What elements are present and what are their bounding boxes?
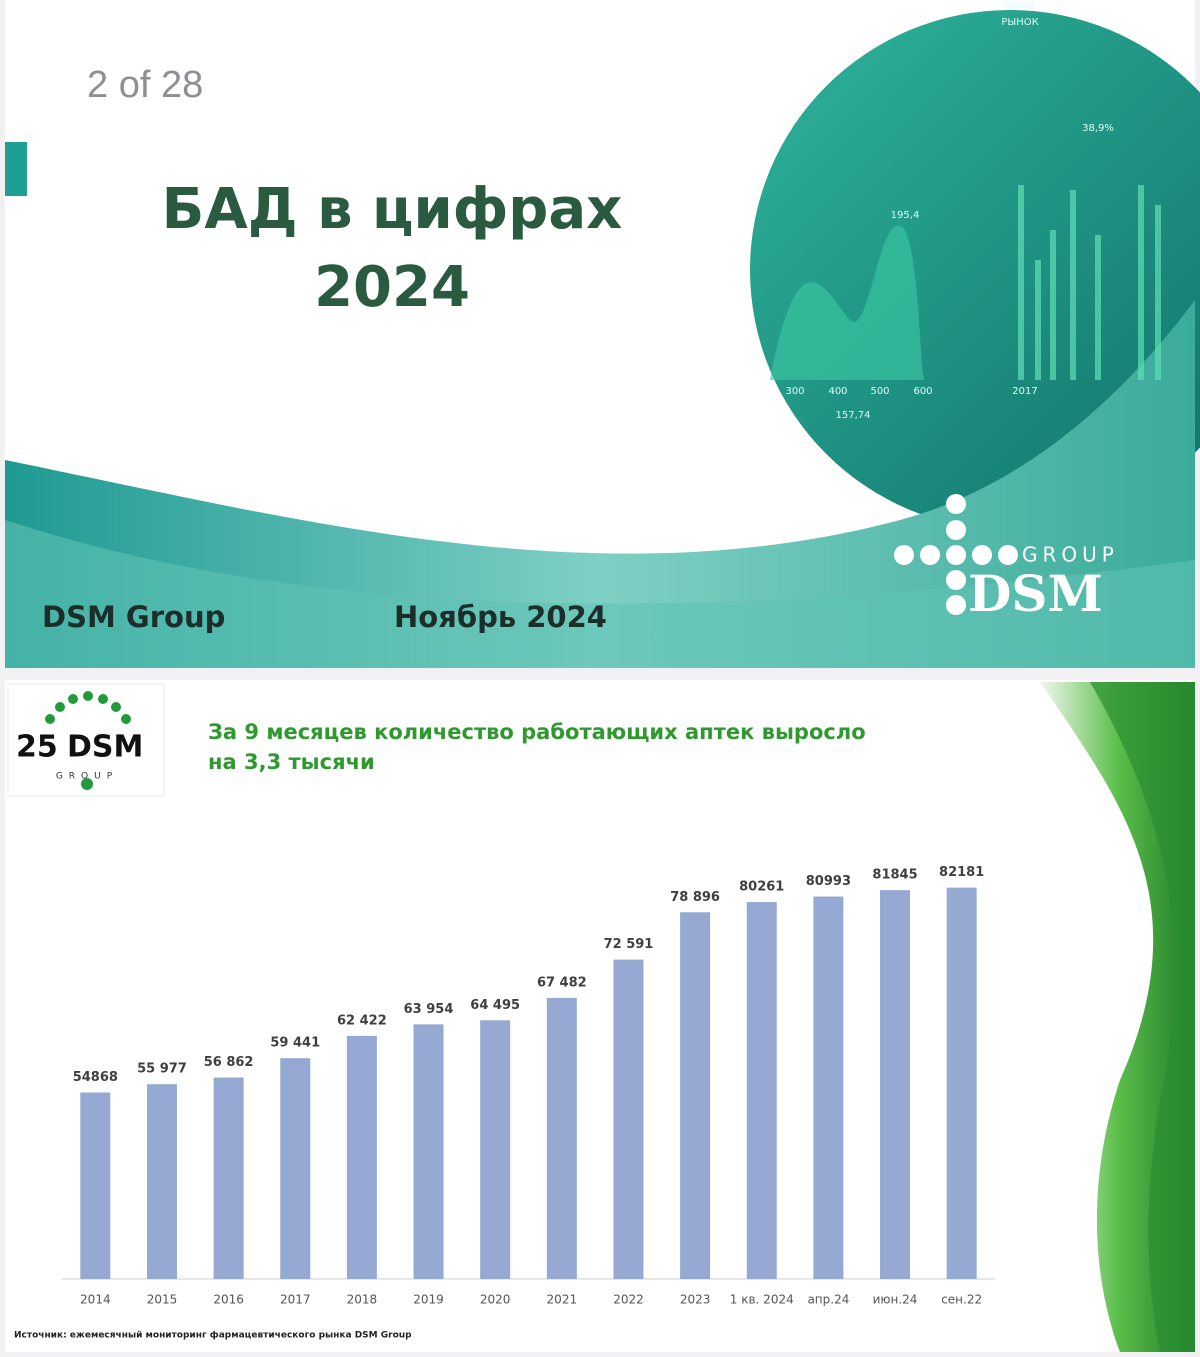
bar	[746, 902, 777, 1279]
decor-label: 195,4	[891, 210, 920, 221]
bar	[213, 1077, 244, 1279]
logo-name: DSM	[67, 730, 143, 765]
logo-dots	[45, 691, 131, 790]
slide-1: ФАРМ РЫНОК 38,9% 195,4 300 400 500 600 2…	[5, 0, 1200, 668]
bar	[346, 1035, 377, 1279]
value-label: 81845	[872, 868, 917, 883]
x-tick-label: 2023	[680, 1293, 711, 1307]
source: Источник: ежемесячный мониторинг фармаце…	[14, 1331, 412, 1341]
bar	[80, 1092, 111, 1279]
value-label: 54868	[73, 1070, 118, 1085]
logo-number: 25	[16, 730, 58, 765]
decor-bars	[1018, 185, 1161, 380]
date: Ноябрь 2024	[394, 600, 607, 634]
bar	[480, 1020, 511, 1279]
value-label: 59 441	[270, 1036, 320, 1051]
decor-label: 2017	[1012, 386, 1037, 397]
logo-group: GROUP	[1022, 543, 1119, 567]
decor-wave	[5, 300, 1195, 668]
bar	[546, 997, 577, 1279]
value-label: 63 954	[404, 1002, 454, 1017]
x-tick-label: 2015	[147, 1293, 178, 1307]
value-label: 55 977	[137, 1062, 187, 1077]
decor-ribbon	[1090, 682, 1195, 1352]
bar	[613, 959, 644, 1279]
value-label: 64 495	[470, 998, 520, 1013]
decor-label: ФАРМ	[1005, 1, 1035, 12]
logo-name: DSM	[968, 564, 1103, 623]
bar	[946, 887, 977, 1279]
x-tick-label: 2014	[80, 1293, 111, 1307]
slide-bg	[5, 680, 1195, 1352]
value-label: 67 482	[537, 975, 587, 990]
bar	[146, 1084, 177, 1279]
logo-box	[7, 683, 165, 797]
value-label: 78 896	[670, 890, 720, 905]
decor-wave	[5, 520, 1195, 668]
x-tick-label: 2018	[347, 1293, 378, 1307]
x-tick-label: 2019	[413, 1293, 444, 1307]
value-label: 72 591	[604, 937, 654, 952]
decor-label: 400	[828, 386, 847, 397]
decor-label: РЫНОК	[1001, 17, 1038, 28]
bar	[680, 912, 711, 1279]
bar	[813, 896, 844, 1279]
decor-label: 157,74	[836, 410, 871, 421]
slide-title: 2024	[314, 255, 470, 320]
dsm-logo-dots	[894, 494, 1018, 615]
value-label: 82181	[939, 865, 984, 880]
logo-group: GROUP	[56, 772, 118, 782]
x-tick-label: 2016	[213, 1293, 244, 1307]
decor-circle	[750, 10, 1200, 530]
decor-label: 600	[913, 386, 932, 397]
decor-labels: ФАРМ РЫНОК 38,9% 195,4 300 400 500 600 2…	[785, 1, 1113, 421]
decor-label: 38,9%	[1082, 123, 1114, 134]
slide-title: За 9 месяцев количество работающих аптек…	[208, 720, 866, 744]
x-tick-label: 2017	[280, 1293, 311, 1307]
value-label: 80261	[739, 880, 784, 895]
x-tick-label: 2021	[547, 1293, 578, 1307]
company: DSM Group	[42, 600, 225, 634]
x-tick-label: сен.22	[941, 1293, 982, 1307]
x-tick-label: 1 кв. 2024	[730, 1293, 794, 1307]
page-counter: 2 of 28	[87, 64, 203, 106]
slide-title: БАД в цифрах	[162, 177, 623, 242]
bar	[280, 1058, 311, 1279]
x-tick-label: июн.24	[873, 1293, 918, 1307]
decor-curve	[770, 225, 925, 380]
value-label: 62 422	[337, 1013, 387, 1028]
x-tick-label: апр.24	[807, 1293, 849, 1307]
x-tick-label: 2022	[613, 1293, 644, 1307]
decor-label: 300	[785, 386, 804, 397]
chart: 2014 54868 2015 55 977 2016 56 862 2017 59 441 2…	[73, 865, 985, 1306]
slide-2: 25 DSM GROUP За 9 месяцев количество раб…	[5, 680, 1195, 1352]
x-tick-label: 2020	[480, 1293, 511, 1307]
accent-bar	[5, 142, 27, 196]
decor-label: 500	[870, 386, 889, 397]
value-label: 80993	[806, 874, 851, 889]
slide-title: на 3,3 тысячи	[208, 750, 375, 774]
value-label: 56 862	[204, 1055, 254, 1070]
bar	[413, 1024, 444, 1279]
bar	[880, 890, 911, 1279]
